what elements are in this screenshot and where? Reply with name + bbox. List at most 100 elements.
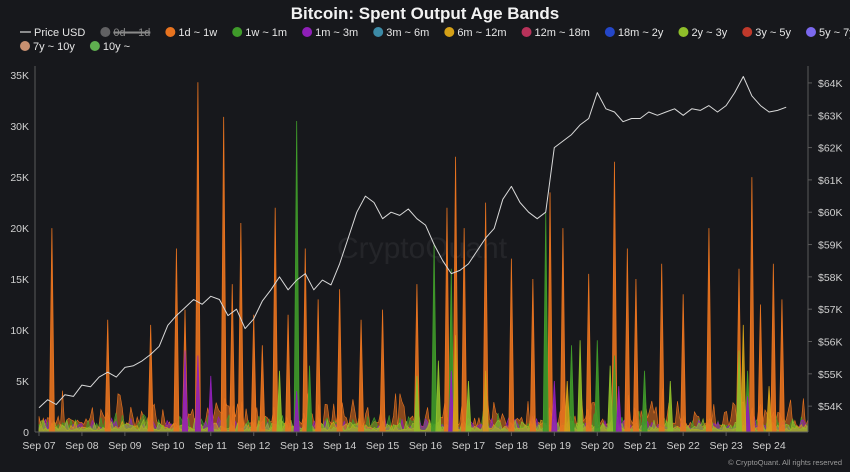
legend-item-3m-6m[interactable]: 3m ~ 6m <box>373 27 429 39</box>
spike-1d-1w <box>757 304 764 433</box>
y-right-tick-label: $62K <box>818 143 843 155</box>
y-right-tick-label: $57K <box>818 304 843 316</box>
legend-label: 10y ~ <box>103 41 130 53</box>
spike-1w-1m <box>293 120 300 433</box>
legend-label: 1w ~ 1m <box>245 27 287 39</box>
y-left-tick-label: 25K <box>10 172 29 184</box>
y-right-tick-label: $58K <box>818 272 843 284</box>
axes: 0 5K 10K 15K 20K 25K 30K 35K $54K $55K $56K $57K $58… <box>10 66 843 452</box>
y-right-tick-label: $54K <box>818 401 843 413</box>
legend-item-5y-7y[interactable]: 5y ~ 7y <box>806 27 850 39</box>
legend-label: 1d ~ 1w <box>178 27 217 39</box>
legend-item-1d-1w[interactable]: 1d ~ 1w <box>165 27 217 39</box>
legend-label: 3m ~ 6m <box>386 27 429 39</box>
spike-1d-1w <box>237 222 244 433</box>
y-left-tick-label: 20K <box>10 223 29 235</box>
spike-1w-1m <box>594 340 601 433</box>
y-right-tick-label: $59K <box>818 240 843 252</box>
spike-1d-1w <box>680 294 687 433</box>
spike-1w-1m <box>641 370 648 433</box>
y-left-tick-label: 10K <box>10 325 29 337</box>
spike-1d-1w <box>173 248 180 433</box>
legend-dot-marker <box>373 27 384 37</box>
y-left-tick-label: 0 <box>23 427 29 439</box>
legend-label: 7y ~ 10y <box>33 41 75 53</box>
spike-1d-1w <box>336 289 343 433</box>
legend-label: 6m ~ 12m <box>457 27 506 39</box>
x-tick-label: Sep 24 <box>752 440 785 452</box>
legend-dot-marker <box>742 27 753 37</box>
spike-1d-1w <box>624 248 631 433</box>
legend-label: Price USD <box>34 27 85 39</box>
legend-label: 5y ~ 7y <box>819 27 850 39</box>
legend-dot-marker <box>521 27 532 37</box>
spike-1w-1m <box>568 345 575 433</box>
x-tick-label: Sep 23 <box>709 440 742 452</box>
x-tick-label: Sep 17 <box>452 440 485 452</box>
legend-item-6m-12m[interactable]: 6m ~ 12m <box>444 27 507 39</box>
price-layer <box>38 76 787 409</box>
spike-1d-1w <box>229 284 236 433</box>
spike-1d-1w <box>770 263 777 433</box>
legend-item-12m-18m[interactable]: 12m ~ 18m <box>521 27 590 39</box>
spike-1d-1w <box>259 345 266 433</box>
spike-1d-1w <box>250 314 257 433</box>
spike-1d-1w <box>658 263 665 433</box>
y-left-tick-label: 5K <box>16 376 29 388</box>
legend-item-10y[interactable]: 10y ~ <box>89 41 130 53</box>
watermark: CryptoQuant <box>337 232 508 265</box>
spike-1d-1w <box>748 177 755 433</box>
legend-dot-marker <box>444 27 455 37</box>
spike-1d-1w <box>778 299 785 433</box>
spike-1d-1w <box>508 258 515 433</box>
copyright-credit: © CryptoQuant. All rights reserved <box>728 458 842 467</box>
legend-item-0d-1d[interactable]: 0d ~ 1d <box>100 27 151 39</box>
legend-dot-marker <box>806 27 816 37</box>
spike-1d-1w <box>379 309 386 433</box>
x-tick-label: Sep 12 <box>237 440 270 452</box>
legend-item-2y-3y[interactable]: 2y ~ 3y <box>678 27 728 39</box>
legend-item-18m-2y[interactable]: 18m ~ 2y <box>604 27 664 39</box>
x-tick-label: Sep 21 <box>624 440 657 452</box>
legend-label: 12m ~ 18m <box>535 27 590 39</box>
spike-1d-1w <box>272 207 279 433</box>
spike-1d-1w <box>529 278 536 433</box>
price-usd-line <box>38 76 787 409</box>
y-left-tick-label: 15K <box>10 274 29 286</box>
legend-label: 1m ~ 3m <box>315 27 358 39</box>
y-right-tick-label: $56K <box>818 337 843 349</box>
y-left-tick-label: 35K <box>10 70 29 82</box>
x-tick-label: Sep 13 <box>280 440 313 452</box>
legend-item-price-usd[interactable]: Price USD <box>20 27 85 39</box>
legend-dot-marker <box>100 27 111 37</box>
spike-1d-1w <box>220 116 227 433</box>
spike-1w-1m <box>542 212 549 433</box>
spike-1d-1w <box>358 319 365 433</box>
spike-1d-1w <box>559 228 566 433</box>
y-right-tick-label: $61K <box>818 175 843 187</box>
spike-1w-1m <box>431 243 438 433</box>
legend-label: 3y ~ 5y <box>755 27 791 39</box>
x-tick-label: Sep 19 <box>538 440 571 452</box>
legend-item-3y-5y[interactable]: 3y ~ 5y <box>742 27 791 39</box>
spike-1d-1w <box>632 278 639 433</box>
y-left-tick-label: 30K <box>10 121 29 133</box>
legend-item-7y-10y[interactable]: 7y ~ 10y <box>20 41 75 53</box>
legend-dot-marker <box>232 27 243 37</box>
legend-dot-marker <box>604 27 615 37</box>
y-right-tick-label: $63K <box>818 110 843 122</box>
legend-dot-marker <box>89 41 100 51</box>
legend-item-1m-3m[interactable]: 1m ~ 3m <box>302 27 358 39</box>
x-tick-label: Sep 15 <box>366 440 399 452</box>
spike-1m-3m <box>207 375 214 433</box>
x-tick-label: Sep 20 <box>581 440 614 452</box>
legend-item-1w-1m[interactable]: 1w ~ 1m <box>232 27 287 39</box>
x-tick-label: Sep 16 <box>409 440 442 452</box>
legend-label: 0d ~ 1d <box>113 27 150 39</box>
x-tick-label: Sep 10 <box>151 440 184 452</box>
spike-1d-1w <box>285 314 292 433</box>
legend-dot-marker <box>165 27 176 37</box>
spike-1d-1w <box>315 299 322 433</box>
x-tick-label: Sep 18 <box>495 440 528 452</box>
